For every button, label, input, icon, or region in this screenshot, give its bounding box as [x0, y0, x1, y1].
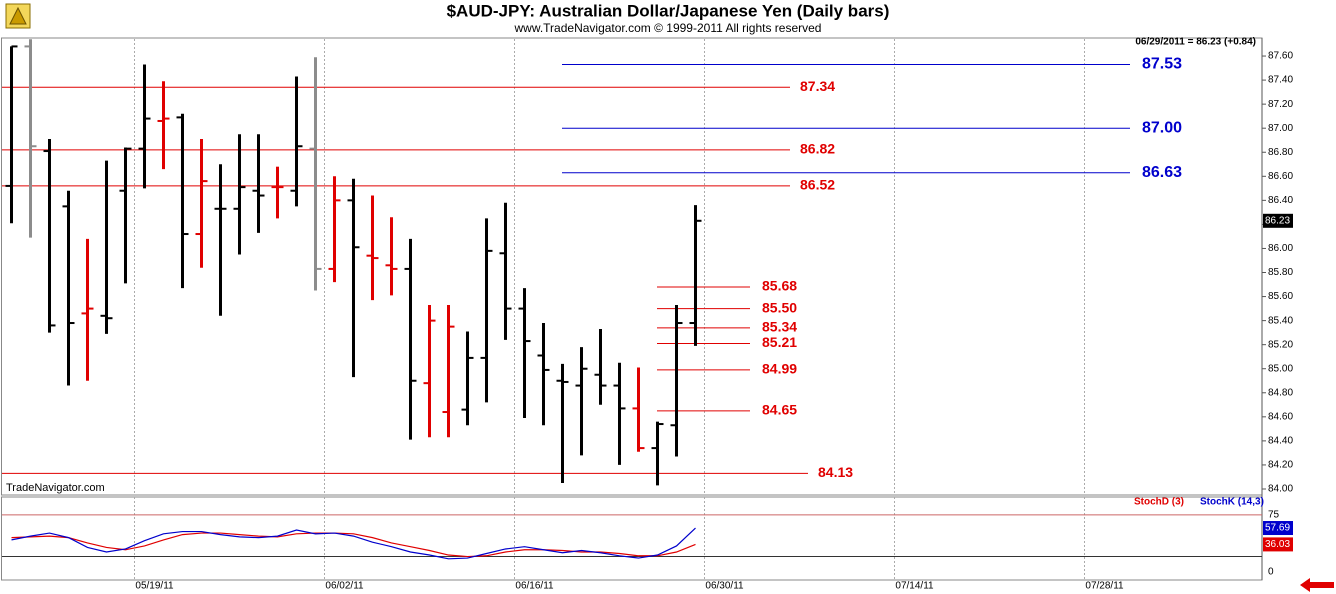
level-label: 85.50 [762, 299, 797, 315]
x-tick-label: 06/16/11 [515, 581, 554, 592]
y-tick-label: 0 [1268, 566, 1274, 577]
y-tick-label: 87.20 [1268, 99, 1293, 110]
y-tick-label: 87.60 [1268, 51, 1293, 62]
y-tick-label: 86.60 [1268, 171, 1293, 182]
x-tick-label: 07/28/11 [1085, 581, 1124, 592]
level-label: 87.00 [1142, 119, 1182, 136]
y-tick-label: 85.60 [1268, 291, 1293, 302]
level-label: 86.63 [1142, 164, 1182, 181]
value-tag [1263, 521, 1293, 536]
y-tick-label: 87.40 [1268, 75, 1293, 86]
level-label: 85.21 [762, 334, 797, 350]
chart-subtitle: www.TradeNavigator.com © 1999-2011 All r… [514, 21, 822, 35]
y-tick-label: 85.40 [1268, 315, 1293, 326]
x-tick-label: 06/30/11 [705, 581, 744, 592]
last-price-tag [1263, 213, 1293, 228]
level-label: 85.68 [762, 278, 797, 294]
x-tick-label: 05/19/11 [135, 581, 174, 592]
value-tag [1263, 537, 1293, 552]
y-tick-label: 85.80 [1268, 267, 1293, 278]
level-label: 86.52 [800, 177, 835, 193]
y-tick-label: 87.00 [1268, 123, 1293, 134]
stoch-line [11, 527, 696, 560]
value-tag-label: 57.69 [1265, 523, 1290, 534]
level-label: 84.99 [762, 361, 797, 377]
scroll-arrow[interactable] [1300, 578, 1334, 592]
y-tick-label: 84.40 [1268, 436, 1293, 447]
y-tick-label: 84.00 [1268, 484, 1293, 495]
legend-entry: StochD (3) [1134, 497, 1184, 508]
y-tick-label: 86.40 [1268, 195, 1293, 206]
y-tick-label: 86.00 [1268, 243, 1293, 254]
legend-entry: StochK (14,3) [1200, 497, 1264, 508]
y-tick-label: 84.80 [1268, 387, 1293, 398]
y-tick-label: 84.60 [1268, 411, 1293, 422]
y-tick-label: 84.20 [1268, 460, 1293, 471]
level-label: 86.82 [800, 141, 835, 157]
x-tick-label: 06/02/11 [325, 581, 364, 592]
header-text: 06/29/2011 = 86.23 (+0.84) [1135, 37, 1256, 48]
last-price-label: 86.23 [1265, 215, 1290, 226]
chart-title: $AUD-JPY: Australian Dollar/Japanese Yen… [447, 1, 890, 20]
level-label: 85.34 [762, 319, 797, 335]
level-label: 84.65 [762, 402, 797, 418]
level-label: 87.34 [800, 78, 835, 94]
y-tick-label: 85.20 [1268, 339, 1293, 350]
y-tick-label: 85.00 [1268, 363, 1293, 374]
x-tick-label: 07/14/11 [895, 581, 934, 592]
level-label: 84.13 [818, 464, 853, 480]
value-tag-label: 36.03 [1265, 539, 1290, 550]
y-tick-label: 75 [1268, 510, 1280, 521]
watermark: TradeNavigator.com [6, 482, 105, 494]
y-tick-label: 86.80 [1268, 147, 1293, 158]
logo [5, 3, 31, 29]
stoch-line [11, 532, 696, 558]
level-label: 87.53 [1142, 56, 1182, 73]
